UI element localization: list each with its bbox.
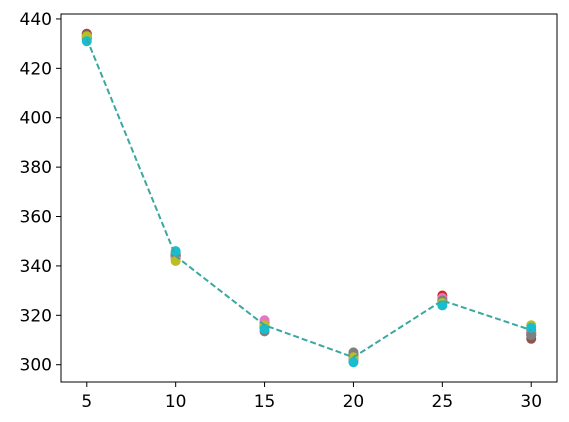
series-line xyxy=(85,38,532,359)
point xyxy=(348,357,359,368)
y-tick-label: 320 xyxy=(20,306,52,326)
y-tick-label: 420 xyxy=(20,59,52,79)
y-tick-label: 400 xyxy=(20,109,52,129)
y-tick-label: 380 xyxy=(20,158,52,178)
point xyxy=(526,330,537,341)
y-tick-label: 340 xyxy=(20,257,52,277)
x-tick-label: 15 xyxy=(254,392,276,412)
point xyxy=(259,323,270,334)
y-tick-label: 440 xyxy=(20,10,52,30)
point xyxy=(170,255,181,266)
x-tick-label: 25 xyxy=(432,392,454,412)
point xyxy=(526,322,537,333)
y-tick-label: 300 xyxy=(20,356,52,376)
plot-frame xyxy=(60,13,558,383)
y-tick-label: 360 xyxy=(20,208,52,228)
x-tick-label: 30 xyxy=(520,392,542,412)
x-tick-label: 20 xyxy=(343,392,365,412)
x-tick-label: 5 xyxy=(81,392,92,412)
x-tick-label: 10 xyxy=(165,392,187,412)
